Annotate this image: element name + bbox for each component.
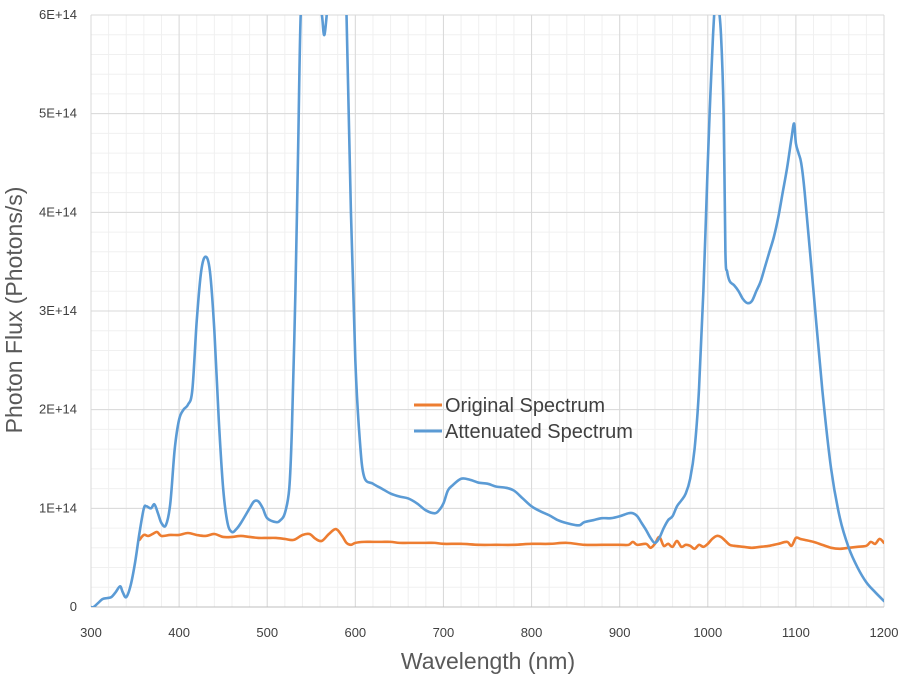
y-tick-label: 4E+14 [39, 204, 77, 219]
series-line-original-spectrum [138, 527, 884, 551]
legend-label: Attenuated Spectrum [445, 421, 633, 443]
y-tick-label: 1E+14 [39, 500, 77, 515]
y-tick-label: 3E+14 [39, 303, 77, 318]
x-tick-label: 900 [609, 625, 631, 640]
x-tick-label: 1200 [870, 625, 899, 640]
x-axis-title: Wavelength (nm) [401, 648, 575, 674]
x-tick-labels: 300 400 500 600 700 800 900 1000 1100 1200 [80, 625, 898, 640]
major-grid [90, 14, 885, 608]
x-tick-label: 1100 [782, 625, 810, 640]
x-tick-label: 600 [344, 625, 366, 640]
x-tick-label: 300 [80, 625, 102, 640]
legend-label: Original Spectrum [445, 395, 605, 417]
y-tick-label: 0 [70, 599, 77, 614]
y-tick-labels: 0 1E+14 2E+14 3E+14 4E+14 5E+14 6E+14 [39, 7, 77, 614]
x-tick-label: 700 [433, 625, 455, 640]
y-tick-label: 2E+14 [39, 402, 77, 417]
x-tick-label: 400 [168, 625, 190, 640]
y-axis-title: Photon Flux (Photons/s) [1, 187, 27, 434]
x-tick-label: 1000 [693, 625, 722, 640]
legend: Original Spectrum Attenuated Spectrum [414, 395, 633, 443]
series-line-attenuated-spectrum [91, 15, 884, 607]
series-layer [91, 15, 884, 607]
x-tick-label: 500 [256, 625, 278, 640]
x-tick-label: 800 [521, 625, 543, 640]
y-tick-label: 6E+14 [39, 7, 77, 22]
y-tick-label: 5E+14 [39, 106, 77, 121]
